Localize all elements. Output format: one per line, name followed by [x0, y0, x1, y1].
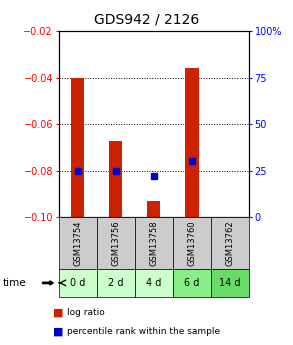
Bar [135, 217, 173, 269]
Bar [211, 217, 249, 269]
Bar [97, 269, 135, 297]
Bar [173, 217, 211, 269]
Text: ■: ■ [53, 307, 63, 317]
Text: 2 d: 2 d [108, 278, 123, 288]
Text: GSM13754: GSM13754 [73, 220, 82, 266]
Bar [109, 140, 122, 217]
Bar [71, 78, 84, 217]
Bar [211, 269, 249, 297]
Bar [147, 201, 161, 217]
Bar [173, 269, 211, 297]
Text: percentile rank within the sample: percentile rank within the sample [67, 327, 221, 336]
Bar [97, 217, 135, 269]
Text: GSM13760: GSM13760 [188, 220, 196, 266]
Text: log ratio: log ratio [67, 308, 105, 317]
Text: ■: ■ [53, 326, 63, 336]
Bar [59, 217, 97, 269]
Bar [185, 68, 199, 217]
Bar [59, 269, 97, 297]
Text: 0 d: 0 d [70, 278, 85, 288]
Text: GDS942 / 2126: GDS942 / 2126 [94, 12, 199, 26]
Text: time: time [3, 278, 27, 288]
Text: 14 d: 14 d [219, 278, 241, 288]
Text: GSM13758: GSM13758 [149, 220, 158, 266]
Text: 6 d: 6 d [184, 278, 200, 288]
Text: GSM13756: GSM13756 [111, 220, 120, 266]
Text: GSM13762: GSM13762 [226, 220, 234, 266]
Text: 4 d: 4 d [146, 278, 161, 288]
Bar [135, 269, 173, 297]
